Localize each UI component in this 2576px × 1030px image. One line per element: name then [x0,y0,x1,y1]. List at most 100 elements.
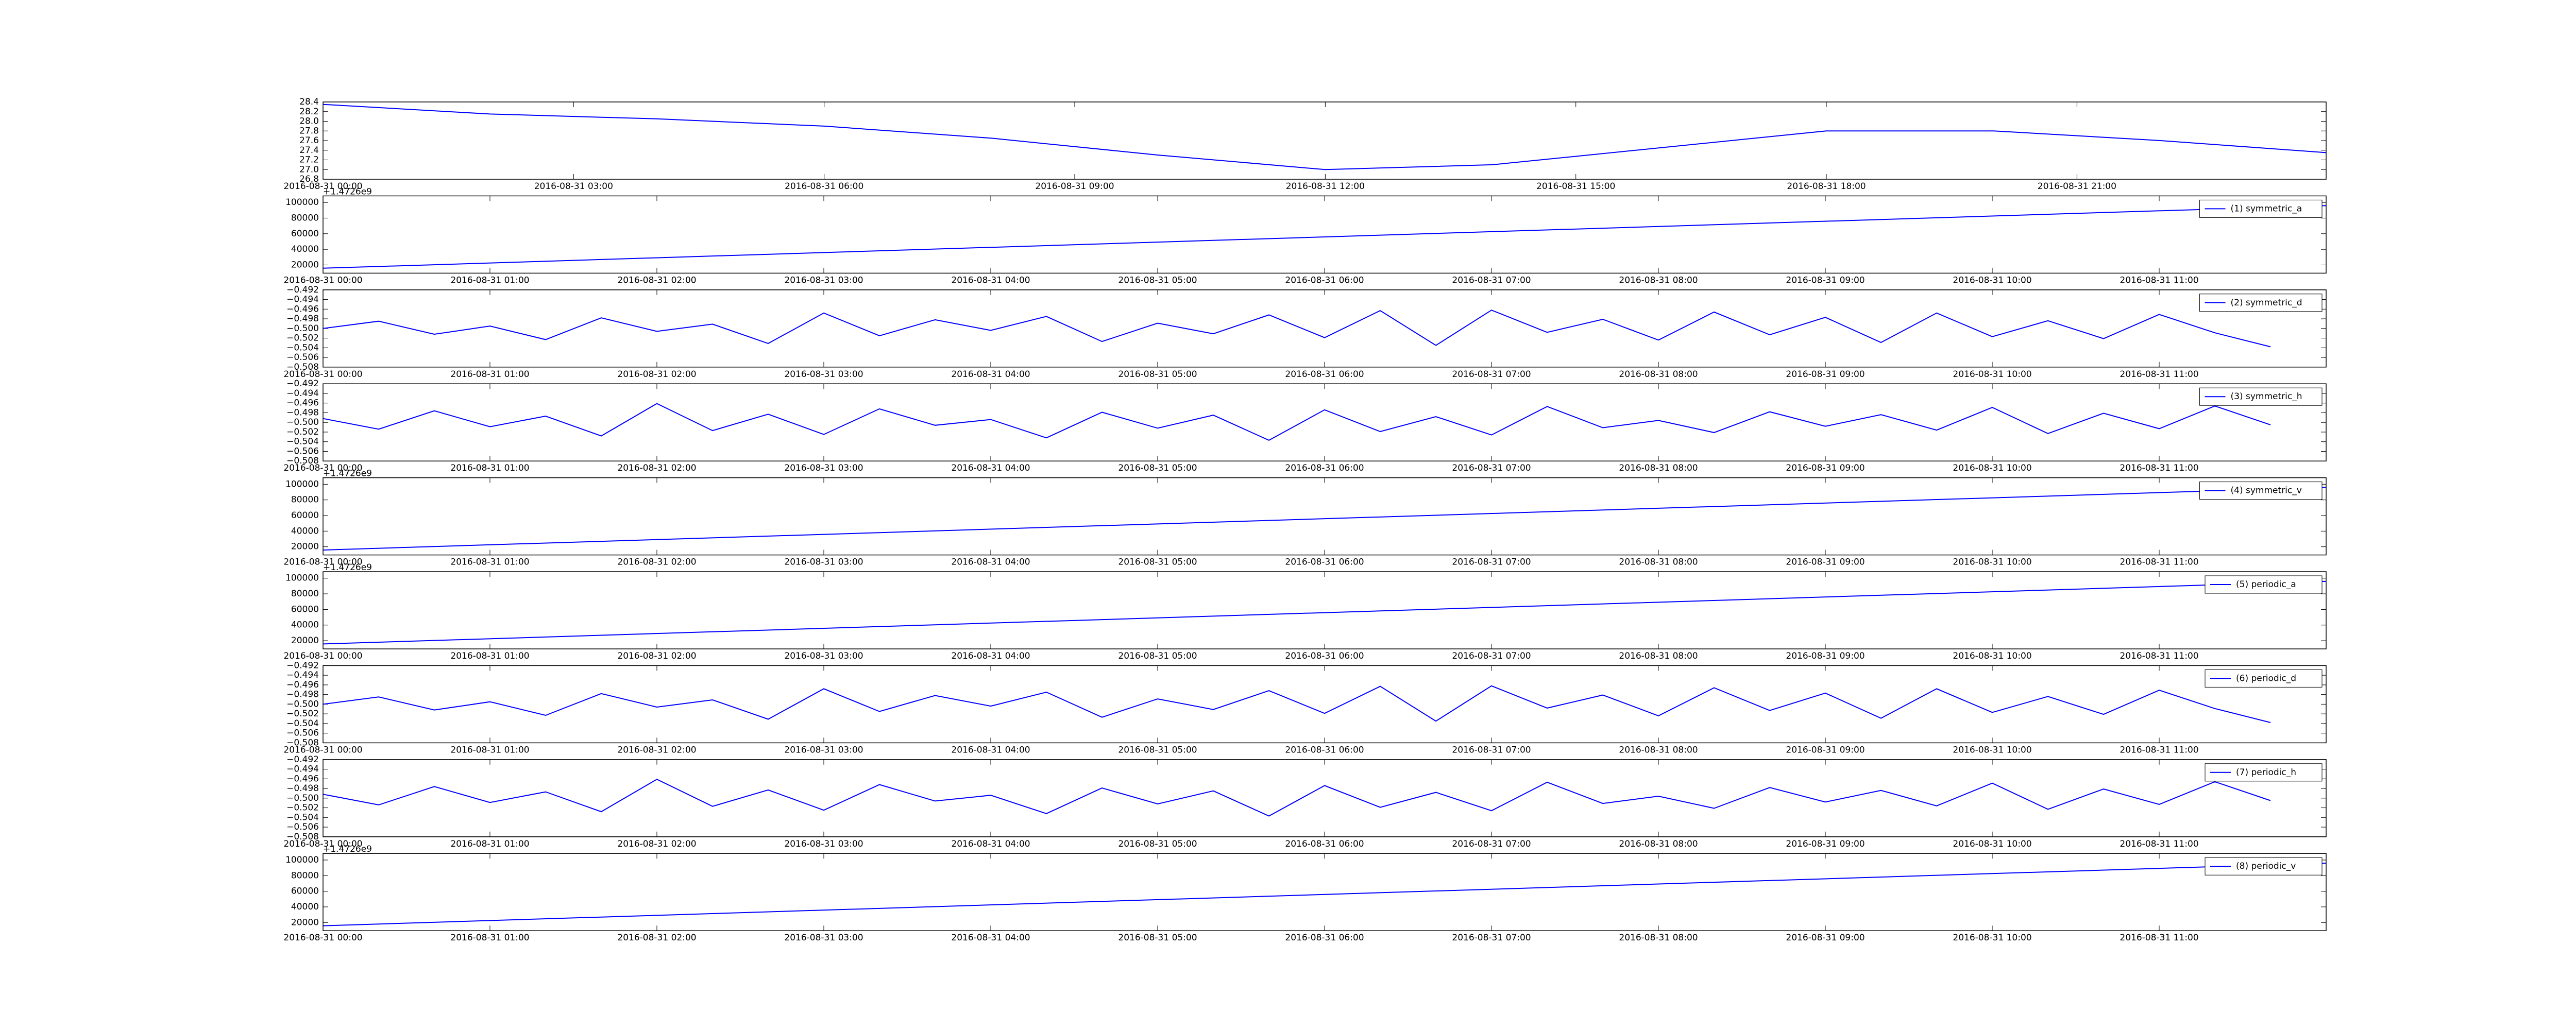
x-tick-label: 2016-08-31 08:00 [1619,745,1698,755]
y-tick-label: −0.506 [286,822,319,832]
axes-frame [323,853,2327,931]
y-tick-label: 40000 [291,526,319,536]
legend-label: (1) symmetric_a [2231,203,2302,214]
plot-area [323,477,2326,555]
x-tick-label: 2016-08-31 08:00 [1619,839,1698,849]
axes-frame [323,759,2327,837]
y-tick-label: −0.494 [286,295,319,305]
plot-area [323,759,2326,837]
y-tick-label: 20000 [291,917,319,928]
y-tick-label: 80000 [291,589,319,599]
x-tick-label: 2016-08-31 10:00 [1953,557,2031,568]
x-tick-label: 2016-08-31 03:00 [784,463,863,473]
plot-area [323,384,2326,461]
legend-label: (8) periodic_v [2236,861,2296,871]
x-tick-label: 2016-08-31 08:00 [1619,369,1698,380]
x-tick-label: 2016-08-31 04:00 [951,557,1030,568]
y-tick-label: −0.502 [286,333,319,344]
plot-area [323,289,2326,367]
x-tick-label: 2016-08-31 04:00 [951,839,1030,849]
series-line [323,487,2327,551]
x-tick-label: 2016-08-31 05:00 [1118,463,1197,473]
x-tick-label: 2016-08-31 09:00 [1786,933,1865,943]
y-tick-label: 100000 [285,855,319,865]
x-tick-label: 2016-08-31 06:00 [1285,463,1364,473]
x-tick-label: 2016-08-31 09:00 [1786,651,1865,661]
x-tick-label: 2016-08-31 07:00 [1452,369,1531,380]
plot-area [323,853,2326,931]
y-tick-label: −0.508 [286,737,319,748]
x-tick-label: 2016-08-31 18:00 [1787,181,1866,192]
y-tick-label: −0.496 [286,398,319,408]
axes-frame [323,289,2327,368]
x-tick-label: 2016-08-31 11:00 [2120,275,2198,285]
x-tick-label: 2016-08-31 05:00 [1118,557,1197,568]
x-tick-label: 2016-08-31 06:00 [1285,745,1364,755]
y-tick-label: 27.4 [299,145,319,156]
x-tick-label: 2016-08-31 05:00 [1118,275,1197,285]
x-tick-label: 2016-08-31 09:00 [1035,181,1114,192]
y-tick-label: −0.498 [286,407,319,418]
x-tick-label: 2016-08-31 15:00 [1536,181,1615,192]
x-tick-label: 2016-08-31 03:00 [784,745,863,755]
y-tick-label: 60000 [291,510,319,521]
x-tick-label: 2016-08-31 05:00 [1118,369,1197,380]
x-tick-label: 2016-08-31 03:00 [784,839,863,849]
x-tick-label: 2016-08-31 05:00 [1118,651,1197,661]
x-tick-label: 2016-08-31 00:00 [283,275,362,285]
x-tick-label: 2016-08-31 02:00 [617,557,696,568]
y-tick-label: −0.504 [286,437,319,447]
x-tick-label: 2016-08-31 10:00 [1953,369,2031,380]
y-tick-label: 60000 [291,886,319,897]
y-tick-label: −0.500 [286,323,319,334]
x-tick-label: 2016-08-31 06:00 [1285,557,1364,568]
x-tick-label: 2016-08-31 09:00 [1786,745,1865,755]
y-tick-label: −0.498 [286,783,319,794]
x-tick-label: 2016-08-31 05:00 [1118,745,1197,755]
y-tick-label: 80000 [291,213,319,223]
y-tick-label: −0.504 [286,812,319,822]
y-tick-label: 40000 [291,902,319,912]
x-tick-label: 2016-08-31 02:00 [617,275,696,285]
legend-label: (7) periodic_h [2236,767,2296,778]
y-tick-label: 80000 [291,870,319,881]
y-tick-label: −0.506 [286,728,319,739]
y-tick-label: −0.494 [286,670,319,680]
y-tick-label: −0.506 [286,446,319,456]
x-tick-label: 2016-08-31 09:00 [1786,463,1865,473]
x-tick-label: 2016-08-31 01:00 [450,463,529,473]
x-tick-label: 2016-08-31 11:00 [2120,651,2198,661]
y-tick-label: −0.496 [286,680,319,690]
x-tick-label: 2016-08-31 06:00 [785,181,863,192]
y-tick-label: 60000 [291,604,319,614]
series-line [323,779,2271,817]
x-tick-label: 2016-08-31 11:00 [2120,463,2198,473]
x-tick-label: 2016-08-31 03:00 [784,933,863,943]
x-tick-label: 2016-08-31 08:00 [1619,651,1698,661]
x-tick-label: 2016-08-31 03:00 [784,275,863,285]
y-tick-label: 27.2 [299,155,319,165]
x-tick-label: 2016-08-31 11:00 [2120,369,2198,380]
x-tick-label: 2016-08-31 01:00 [450,839,529,849]
x-tick-label: 2016-08-31 01:00 [450,651,529,661]
series-line [323,310,2271,348]
legend-label: (3) symmetric_h [2231,391,2302,402]
x-tick-label: 2016-08-31 05:00 [1118,933,1197,943]
y-tick-label: 40000 [291,620,319,630]
x-tick-label: 2016-08-31 00:00 [283,839,362,849]
plot-area [323,665,2326,743]
x-tick-label: 2016-08-31 10:00 [1953,275,2031,285]
y-tick-label: −0.502 [286,803,319,813]
y-tick-label: 100000 [285,197,319,208]
x-tick-label: 2016-08-31 08:00 [1619,275,1698,285]
y-tick-label: 26.8 [299,174,319,184]
x-tick-label: 2016-08-31 07:00 [1452,557,1531,568]
x-tick-label: 2016-08-31 02:00 [617,839,696,849]
series-line [323,863,2327,926]
y-tick-label: −0.494 [286,764,319,775]
axes-frame [323,101,2327,180]
y-tick-label: 20000 [291,636,319,646]
x-tick-label: 2016-08-31 02:00 [617,651,696,661]
series-line [323,205,2327,269]
